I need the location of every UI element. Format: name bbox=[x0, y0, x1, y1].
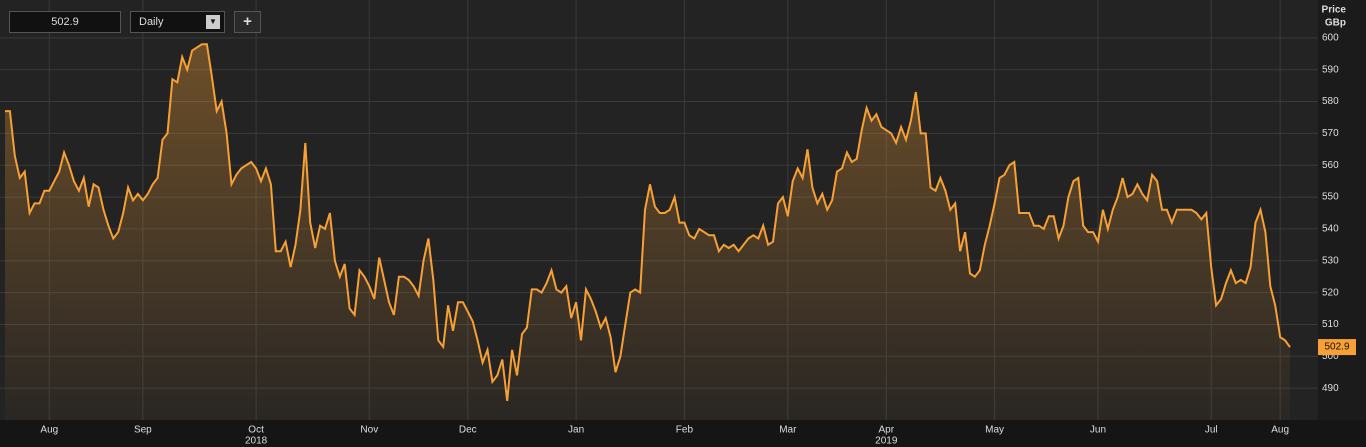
x-tick-label: Jul bbox=[1205, 425, 1218, 436]
x-tick-label: Feb bbox=[676, 425, 694, 436]
x-tick-label: May bbox=[985, 425, 1004, 436]
y-axis-unit: GBp bbox=[1325, 18, 1346, 29]
y-tick-label: 550 bbox=[1322, 192, 1339, 203]
y-tick-label: 580 bbox=[1322, 96, 1339, 107]
x-axis-band bbox=[0, 420, 1366, 447]
x-tick-label: Mar bbox=[779, 425, 797, 436]
dropdown-arrow: ▼ bbox=[206, 15, 220, 29]
x-tick-label: Dec bbox=[459, 425, 477, 436]
x-tick-label: Aug bbox=[40, 425, 58, 436]
y-tick-label: 520 bbox=[1322, 287, 1339, 298]
interval-dropdown[interactable]: Daily ▼ bbox=[130, 11, 225, 33]
y-tick-label: 490 bbox=[1322, 383, 1339, 394]
x-tick-label: Jan bbox=[568, 425, 584, 436]
interval-text: Daily bbox=[139, 16, 164, 28]
y-tick-label: 590 bbox=[1322, 64, 1339, 75]
y-tick-label: 500 bbox=[1322, 351, 1339, 362]
y-tick-label: 540 bbox=[1322, 224, 1339, 235]
area bbox=[5, 44, 1290, 420]
x-tick-label: Oct bbox=[248, 425, 264, 436]
last-price-label: 502.9 bbox=[1324, 342, 1349, 353]
year-label: 2019 bbox=[875, 436, 898, 447]
x-tick-label: Jun bbox=[1090, 425, 1106, 436]
x-tick-label: Apr bbox=[879, 425, 895, 436]
y-tick-label: 560 bbox=[1322, 160, 1339, 171]
x-tick-label: Sep bbox=[134, 425, 152, 436]
x-tick-label: Nov bbox=[360, 425, 378, 436]
y-tick-label: 570 bbox=[1322, 128, 1339, 139]
y-tick-label: 510 bbox=[1322, 319, 1339, 330]
y-tick-label: 600 bbox=[1322, 32, 1339, 43]
year-label: 2018 bbox=[245, 436, 268, 447]
line bbox=[5, 43, 1291, 402]
add-button[interactable]: + bbox=[234, 11, 261, 33]
x-tick-label: Aug bbox=[1271, 425, 1289, 436]
last-price-tag bbox=[1318, 339, 1356, 356]
y-tick-label: 530 bbox=[1322, 255, 1339, 266]
price-input[interactable]: 502.9 bbox=[9, 11, 121, 33]
y-axis-title: Price bbox=[1322, 5, 1347, 16]
